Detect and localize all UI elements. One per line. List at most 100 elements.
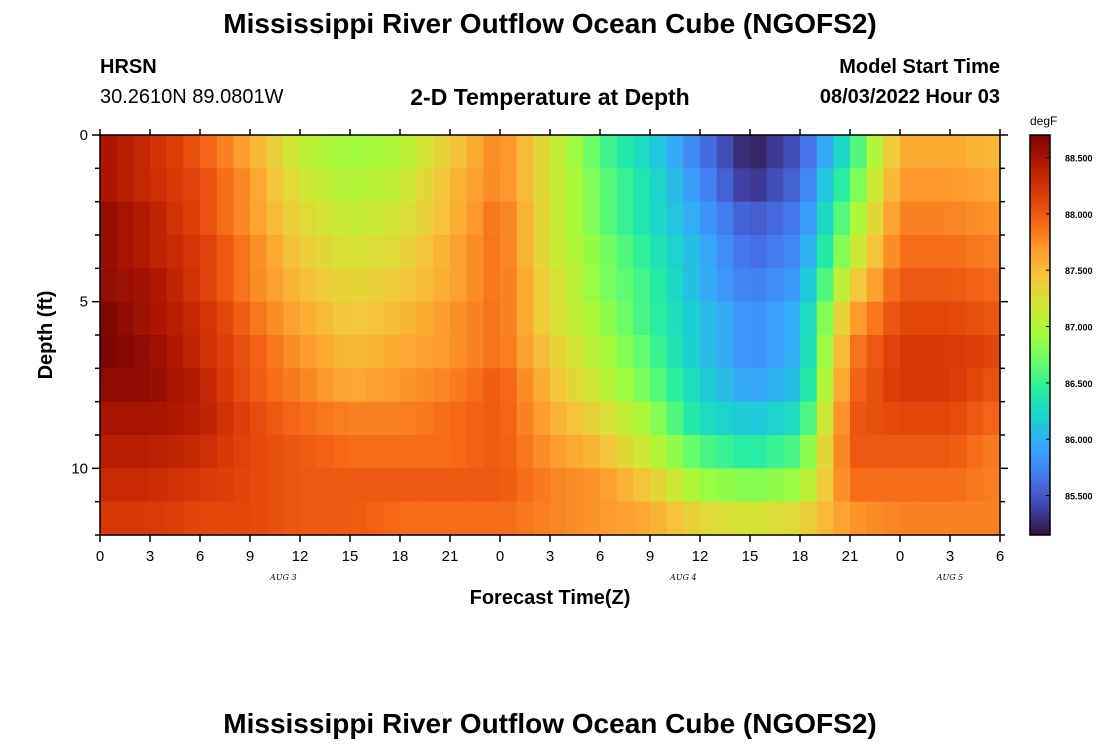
heatmap-cell [466,501,484,536]
heatmap-cell [333,168,351,203]
heatmap-cell [183,268,201,303]
heatmap-cell [300,335,318,369]
heatmap-cell [716,368,734,403]
y-axis-label: Depth (ft) [35,291,57,380]
heatmap-cell [183,468,201,503]
station-coordinates: 30.2610N 89.0801W [100,86,284,108]
heatmap-cell [933,301,951,336]
heatmap-cell [966,501,984,536]
heatmap-cell [133,268,151,303]
heatmap-cell [766,468,784,503]
heatmap-cell [833,401,851,436]
heatmap-cell [516,201,534,236]
heatmap-cell [316,235,334,269]
heatmap-cell [750,168,768,203]
heatmap-cell [300,268,318,303]
heatmap-cell [450,168,468,203]
heatmap-cell [916,235,934,269]
heatmap-cell [783,368,801,403]
x-axis: 0 3 6 9 12 15 18 21 0 3 6 9 12 15 18 21 0 3 6 AUG 3 AUG 4 AUG… [96,129,1004,582]
heatmap-cell [366,135,384,169]
heatmap-cell [950,468,968,503]
heatmap-cell [216,468,234,503]
heatmap-cell [616,135,634,169]
heatmap-cell [300,135,318,169]
heatmap-cell [216,301,234,336]
heatmap-cell [566,301,584,336]
heatmap-cell [600,335,618,369]
heatmap-cell [966,435,984,469]
heatmap-cell [866,401,884,436]
heatmap-cell [733,301,751,336]
heatmap-cell [650,268,668,303]
heatmap-cell [583,468,601,503]
heatmap-cell [316,268,334,303]
heatmap-cell [283,135,301,169]
heatmap-cell [716,435,734,469]
heatmap-cell [483,235,501,269]
heatmap-cell [850,401,868,436]
heatmap-cell [383,335,401,369]
heatmap-cell [950,201,968,236]
heatmap-cell [900,368,918,403]
colorbar-tick-label: 86.000 [1065,435,1093,445]
heatmap-cell [433,168,451,203]
heatmap-cell [850,168,868,203]
heatmap-cell [700,168,718,203]
heatmap-cell [400,335,418,369]
heatmap-cell [366,401,384,436]
heatmap-cell [166,135,184,169]
heatmap-cell [366,301,384,336]
heatmap-cell [733,435,751,469]
heatmap-cell [900,435,918,469]
y-tick-label: 10 [71,460,88,477]
heatmap-cell [850,468,868,503]
heatmap-cell [583,235,601,269]
heatmap-cell [366,201,384,236]
heatmap-cell [516,501,534,536]
heatmap-cell [300,235,318,269]
heatmap-cell [200,268,218,303]
heatmap-cell [433,468,451,503]
heatmap-cell [450,268,468,303]
heatmap-cell [933,168,951,203]
heatmap-cell [183,235,201,269]
heatmap-cell [916,335,934,369]
heatmap-cell [883,268,901,303]
heatmap-cell [883,435,901,469]
heatmap-cell [783,268,801,303]
heatmap-cell [600,201,618,236]
heatmap-cell [383,201,401,236]
heatmap-cell [800,435,818,469]
heatmap-cell [300,368,318,403]
heatmap-cell [216,235,234,269]
heatmap-cell [100,135,118,169]
heatmap-cell [433,501,451,536]
heatmap-cell [800,201,818,236]
heatmap-cell [783,501,801,536]
heatmap-cell [316,135,334,169]
heatmap-cell [316,168,334,203]
heatmap-cell [416,235,434,269]
heatmap-cell [266,201,284,236]
heatmap-cell [933,468,951,503]
heatmap-cell [333,401,351,436]
heatmap-cell [166,201,184,236]
heatmap-cell [883,401,901,436]
heatmap-cell [883,335,901,369]
heatmap-cell [433,335,451,369]
date-label: AUG 4 [669,573,697,582]
heatmap-cell [633,168,651,203]
heatmap-cell [466,368,484,403]
heatmap-cell [833,201,851,236]
heatmap-cell [516,168,534,203]
x-tick-label: 12 [292,548,309,565]
heatmap-cell [966,468,984,503]
heatmap-cell [500,335,518,369]
heatmap-cell [166,168,184,203]
heatmap-cell [900,301,918,336]
heatmap-cell [250,468,268,503]
heatmap-cell [266,135,284,169]
heatmap-cell [616,501,634,536]
heatmap-cell [316,201,334,236]
